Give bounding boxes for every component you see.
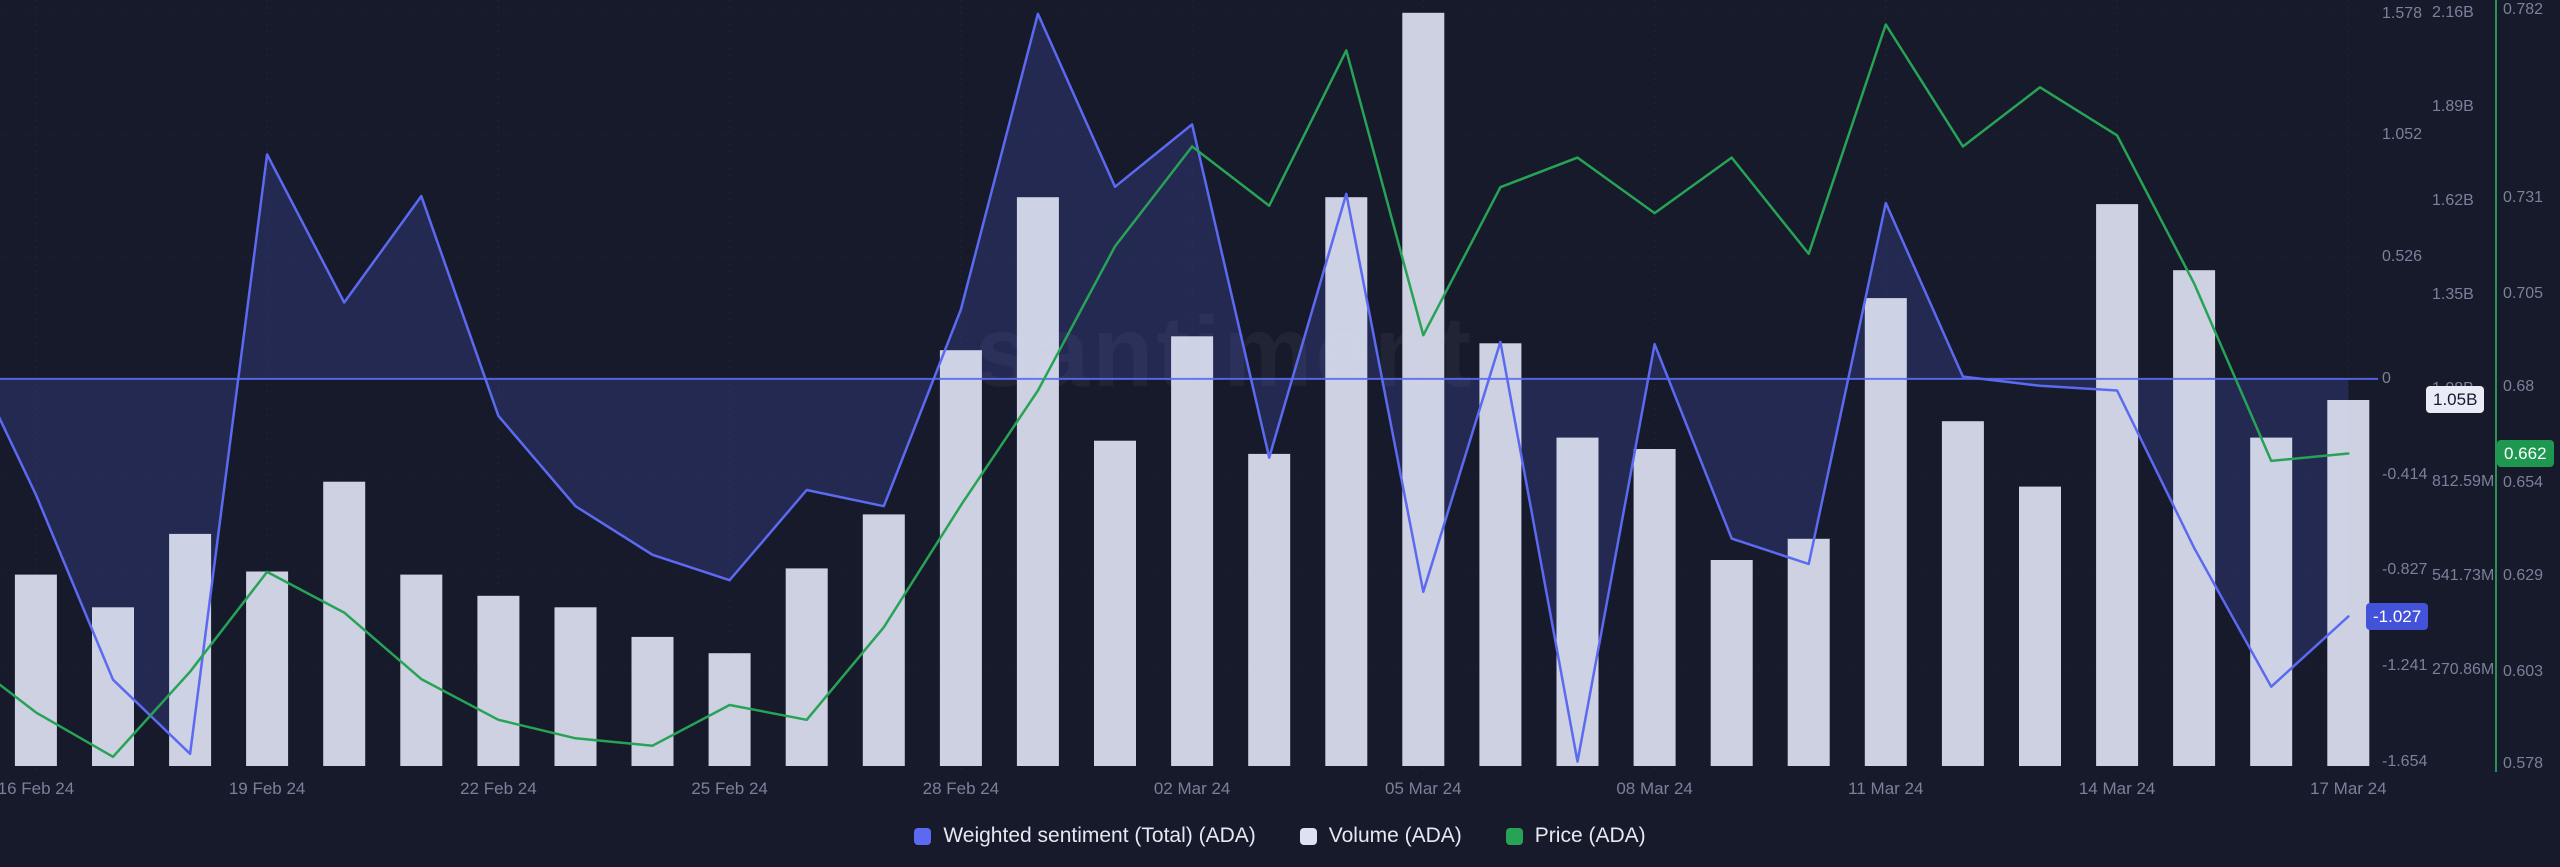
axis-tick-label: 1.578 [2382, 4, 2423, 22]
x-axis-date-label: 25 Feb 24 [691, 779, 768, 798]
axis-tick-label: 0.705 [2503, 285, 2544, 303]
axis-tick-label: 0.654 [2503, 474, 2544, 492]
price-legend-swatch-icon [1505, 827, 1523, 845]
axis-tick-label: -1.241 [2382, 657, 2428, 675]
axis-tick-label: 0.629 [2503, 566, 2544, 584]
chart-legend: Weighted sentiment (Total) (ADA) Volume (… [0, 818, 2560, 854]
legend-label: Price (ADA) [1534, 824, 1646, 847]
axis-tick-label: 812.59M [2432, 472, 2495, 490]
axis-tick-label: -1.654 [2382, 752, 2428, 770]
x-axis-date-label: 14 Mar 24 [2078, 779, 2156, 798]
x-axis-date-label: 11 Mar 24 [1848, 779, 1924, 798]
legend-item-volume[interactable]: Volume (ADA) [1299, 824, 1462, 848]
x-axis-date-label: 28 Feb 24 [922, 779, 1000, 798]
axis-tick-label: 270.86M [2432, 660, 2495, 678]
axis-tick-label: 0.526 [2382, 248, 2423, 266]
x-axis: 16 Feb 24 19 Feb 24 22 Feb 24 25 Feb 24 28 F… [0, 779, 2387, 805]
legend-label: Weighted sentiment (Total) (ADA) [943, 824, 1256, 847]
sentiment-current-value-badge: -1.027 [2366, 602, 2429, 630]
x-axis-date-label: 17 Mar 24 [2310, 779, 2387, 798]
axis-tick-label: 1.89B [2432, 97, 2474, 115]
axis-tick-label: 2.16B [2432, 3, 2474, 21]
axis-tick-label: 1.35B [2432, 285, 2474, 303]
price-current-value-badge: 0.662 [2497, 439, 2554, 467]
axis-tick-label: 0.782 [2503, 0, 2544, 18]
axis-tick-label: 0.731 [2503, 189, 2544, 207]
axis-tick-label: 0.68 [2503, 377, 2535, 395]
x-axis-date-label: 22 Feb 24 [460, 779, 537, 798]
axis-tick-label: 0.578 [2503, 755, 2544, 773]
axis-tick-label: 0 [2382, 369, 2391, 387]
axis-tick-label: 1.62B [2432, 191, 2474, 209]
axis-tick-label: -0.414 [2382, 465, 2428, 483]
legend-label: Volume (ADA) [1328, 824, 1462, 847]
axis-tick-label: -0.827 [2382, 561, 2428, 579]
axis-tick-label: 541.73M [2432, 566, 2495, 584]
x-axis-date-label: 02 Mar 24 [1153, 779, 1231, 798]
chart-canvas[interactable] [0, 0, 2560, 775]
x-axis-date-label: 19 Feb 24 [228, 779, 306, 798]
x-axis-date-label: 08 Mar 24 [1616, 779, 1693, 798]
axis-tick-label: 1.052 [2382, 126, 2423, 144]
x-axis-date-label: 05 Mar 24 [1385, 779, 1462, 798]
volume-current-value-badge: 1.05B [2426, 385, 2485, 413]
legend-item-weighted-sentiment[interactable]: Weighted sentiment (Total) (ADA) [914, 824, 1256, 848]
x-axis-date-label: 16 Feb 24 [0, 779, 75, 798]
volume-legend-swatch-icon [1299, 827, 1317, 845]
axis-tick-label: 0.603 [2503, 662, 2544, 680]
price-axis-line [2495, 0, 2497, 772]
weighted-sentiment-legend-swatch-icon [914, 827, 932, 845]
legend-item-price[interactable]: Price (ADA) [1505, 824, 1646, 848]
